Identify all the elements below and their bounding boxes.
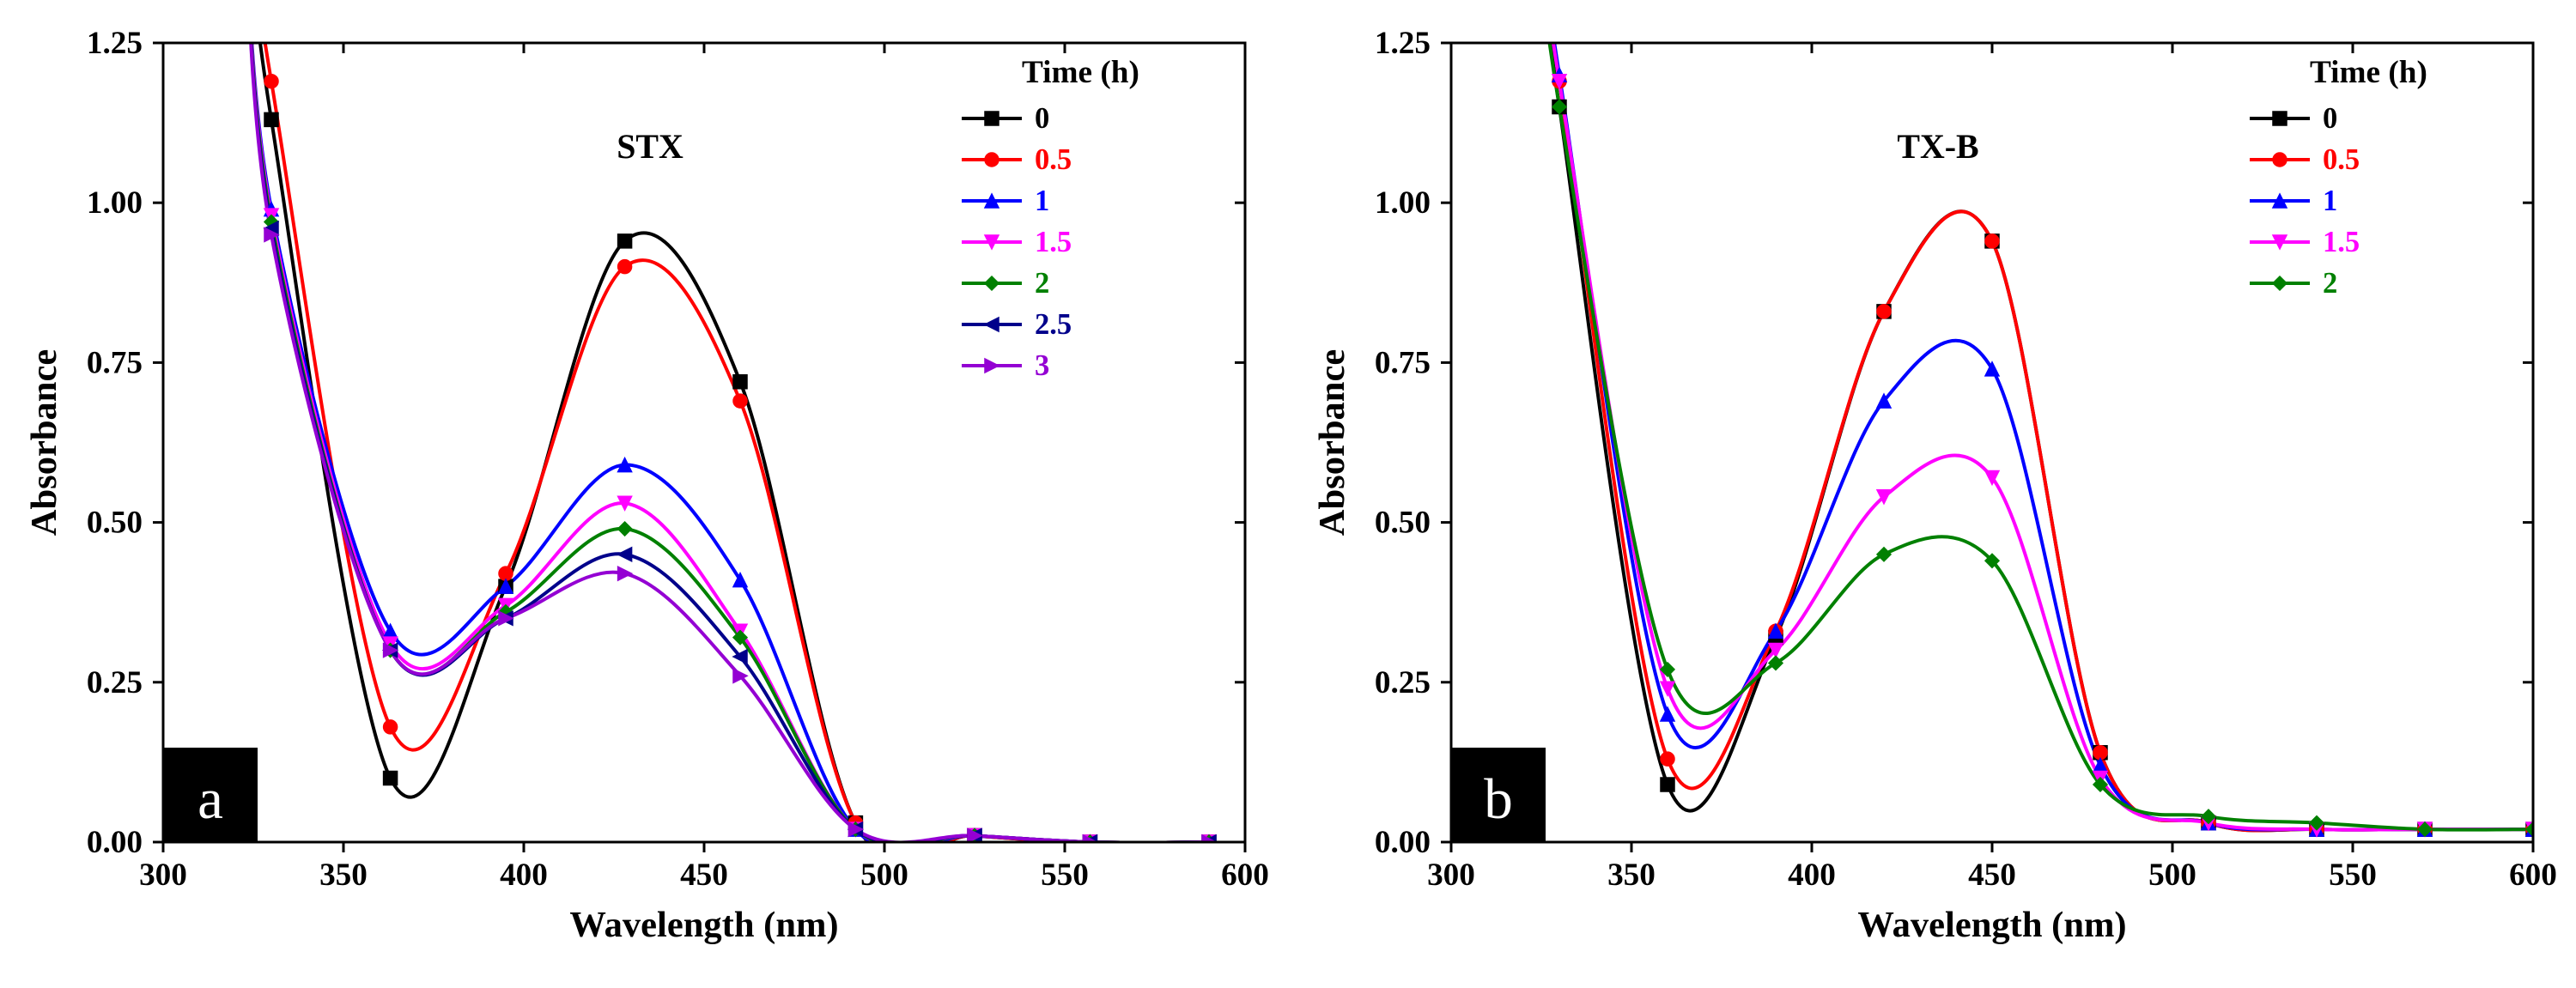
svg-text:300: 300 <box>139 858 187 893</box>
series-markers-2 <box>1552 100 2540 836</box>
series-markers-1 <box>1552 68 2540 836</box>
legend-item-0: 0 <box>1035 102 1049 135</box>
series-group <box>1530 17 2540 836</box>
legend-item-3: 3 <box>1035 349 1049 382</box>
series-line-0.5 <box>1530 17 2533 831</box>
series-line-1.5 <box>1530 17 2533 830</box>
svg-text:1.25: 1.25 <box>87 26 143 61</box>
series-markers-0.5 <box>264 75 1216 849</box>
svg-text:0.25: 0.25 <box>1375 665 1431 700</box>
legend: Time (h) 0 0.5 1 1.5 2 2.5 3 <box>962 55 1139 382</box>
series-group-label: STX <box>617 127 683 166</box>
legend-item-0: 0 <box>2323 102 2337 135</box>
svg-text:350: 350 <box>319 858 368 893</box>
svg-text:500: 500 <box>2148 858 2196 893</box>
svg-text:400: 400 <box>500 858 548 893</box>
series-line-1 <box>1530 17 2533 830</box>
legend-item-0.5: 0.5 <box>2323 143 2360 176</box>
svg-text:1.00: 1.00 <box>1375 185 1431 221</box>
series-group-label: TX-B <box>1897 127 1978 166</box>
svg-text:0.00: 0.00 <box>87 825 143 860</box>
svg-text:0.50: 0.50 <box>87 506 143 541</box>
legend-title: Time (h) <box>2310 55 2427 90</box>
legend-item-1: 1 <box>2323 185 2337 217</box>
series-markers-0 <box>1552 100 2540 836</box>
svg-text:0.50: 0.50 <box>1375 506 1431 541</box>
svg-text:600: 600 <box>2509 858 2557 893</box>
y-axis-label: Absorbance <box>24 349 64 536</box>
svg-text:550: 550 <box>2329 858 2377 893</box>
series-markers-0.5 <box>1552 75 2540 836</box>
y-axis-label: Absorbance <box>1312 349 1352 536</box>
svg-text:1.00: 1.00 <box>87 185 143 221</box>
figure: 3003504004505005506000.000.250.500.751.0… <box>0 0 2576 988</box>
series-markers-2 <box>264 215 1216 849</box>
panel-b: 3003504004505005506000.000.250.500.751.0… <box>1305 17 2559 971</box>
svg-text:300: 300 <box>1427 858 1475 893</box>
series-markers-1 <box>264 203 1216 849</box>
series-markers-2.5 <box>264 221 1216 849</box>
legend-item-2.5: 2.5 <box>1035 308 1072 341</box>
legend-title: Time (h) <box>1022 55 1139 90</box>
panel-label: a <box>197 767 223 831</box>
svg-text:550: 550 <box>1041 858 1089 893</box>
series-markers-0 <box>264 112 1216 849</box>
panel-a: 3003504004505005506000.000.250.500.751.0… <box>17 17 1271 971</box>
svg-text:350: 350 <box>1607 858 1656 893</box>
legend-item-0.5: 0.5 <box>1035 143 1072 176</box>
series-line-2 <box>1530 17 2533 830</box>
legend-item-2: 2 <box>2323 267 2337 300</box>
series-line-0 <box>1530 17 2533 831</box>
svg-text:450: 450 <box>680 858 728 893</box>
chart-b: 3003504004505005506000.000.250.500.751.0… <box>1305 17 2559 971</box>
chart-a: 3003504004505005506000.000.250.500.751.0… <box>17 17 1271 971</box>
svg-text:0.25: 0.25 <box>87 665 143 700</box>
svg-text:400: 400 <box>1788 858 1836 893</box>
svg-text:1.25: 1.25 <box>1375 26 1431 61</box>
svg-text:450: 450 <box>1968 858 2016 893</box>
svg-text:600: 600 <box>1221 858 1269 893</box>
legend-item-1: 1 <box>1035 185 1049 217</box>
x-axis-label: Wavelength (nm) <box>569 905 838 945</box>
x-axis-label: Wavelength (nm) <box>1857 905 2126 945</box>
svg-text:0.75: 0.75 <box>87 345 143 380</box>
svg-text:500: 500 <box>860 858 908 893</box>
series-markers-3 <box>264 227 1216 849</box>
svg-text:0.00: 0.00 <box>1375 825 1431 860</box>
svg-text:0.75: 0.75 <box>1375 345 1431 380</box>
legend-item-1.5: 1.5 <box>2323 226 2360 258</box>
series-markers-1.5 <box>1552 75 2540 836</box>
legend-item-1.5: 1.5 <box>1035 226 1072 258</box>
legend-item-2: 2 <box>1035 267 1049 300</box>
panel-label: b <box>1484 767 1513 831</box>
series-markers-1.5 <box>264 209 1216 849</box>
legend: Time (h) 0 0.5 1 1.5 2 <box>2250 55 2427 300</box>
